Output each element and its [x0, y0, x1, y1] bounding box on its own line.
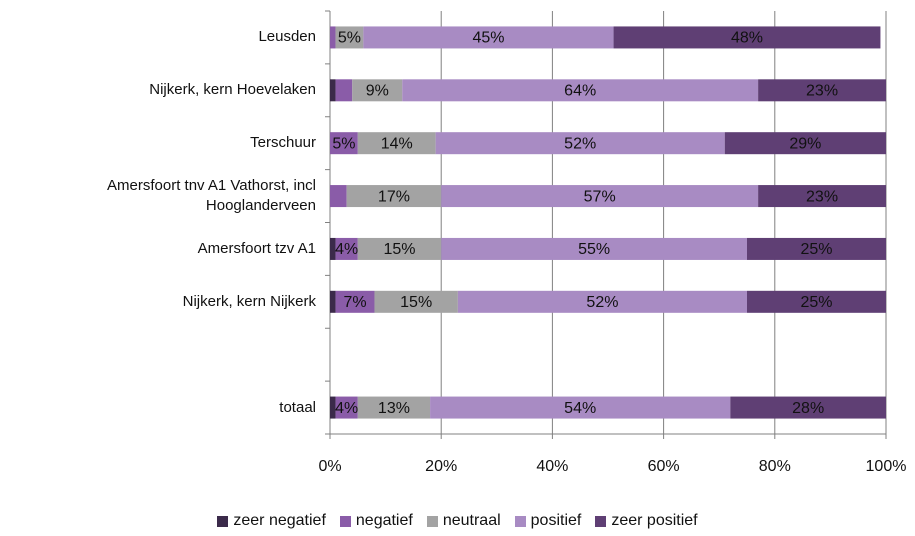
bar-segment: [357, 237, 442, 260]
bar-segment: [441, 185, 759, 208]
bar-segment: [724, 132, 886, 155]
bar-segment: [335, 396, 358, 419]
bar-segment: [346, 185, 442, 208]
y-tick-label: Amersfoort tnv A1 Vathorst, incl Hooglan…: [107, 177, 316, 215]
data-label: 64%: [564, 83, 596, 100]
data-label: 23%: [806, 188, 838, 205]
legend-item: zeer positief: [595, 512, 698, 530]
bar-segment: [335, 26, 364, 49]
data-label: 14%: [381, 135, 413, 152]
x-tick-label: 40%: [536, 458, 568, 475]
bar-segment: [730, 396, 886, 419]
bar-segment: [335, 79, 353, 102]
data-label: 48%: [731, 30, 763, 47]
bar-segment: [747, 290, 886, 313]
legend-swatch: [426, 515, 438, 527]
bar-segment: [352, 79, 403, 102]
y-tick-label: Nijkerk, kern Nijkerk: [182, 292, 316, 310]
legend-item: positief: [514, 512, 582, 530]
bar-segment: [330, 132, 358, 155]
bar-segment: [758, 185, 886, 208]
bar-segment: [330, 396, 336, 419]
data-label: 52%: [564, 135, 596, 152]
legend-label: negatief: [355, 512, 413, 529]
legend-swatch: [514, 515, 526, 527]
x-tick-label: 0%: [318, 458, 341, 475]
plot-area: 0% 20% 40% 60% 80% 100% 5% 45% 48% 9% 64% 23% 5% 14% 5…: [318, 10, 907, 475]
x-tick-label: 20%: [425, 458, 457, 475]
bar-segment: [758, 79, 886, 102]
bar-segment: [330, 79, 336, 102]
data-label: 7%: [343, 294, 366, 311]
y-tick-label: totaal: [279, 398, 316, 416]
bar-segment: [357, 396, 431, 419]
x-tick-label: 60%: [648, 458, 680, 475]
data-label: 15%: [383, 241, 415, 258]
data-label: 4%: [335, 400, 358, 417]
bar-segment: [330, 185, 347, 208]
data-label: 13%: [378, 400, 410, 417]
data-label: 15%: [400, 294, 432, 311]
bar-segment: [402, 79, 759, 102]
bar-segment: [374, 290, 458, 313]
bar-segment: [363, 26, 614, 49]
bar-segment: [435, 132, 725, 155]
legend-label: zeer negatief: [233, 512, 326, 529]
y-tick-label: Nijkerk, kern Hoevelaken: [149, 81, 316, 99]
bar-segment: [330, 237, 336, 260]
bar-segment: [613, 26, 881, 49]
legend-label: neutraal: [442, 512, 501, 529]
legend-label: positief: [530, 512, 582, 529]
x-tick-label: 80%: [759, 458, 791, 475]
data-label: 52%: [586, 294, 618, 311]
bar-segment: [457, 290, 747, 313]
data-label: 54%: [564, 400, 596, 417]
data-label: 25%: [800, 294, 832, 311]
legend: zeer negatief negatief neutraal positief zee…: [0, 512, 915, 530]
bar-segment: [335, 290, 375, 313]
legend-item: negatief: [339, 512, 413, 530]
data-label: 23%: [806, 83, 838, 100]
y-tick-label: Amersfoort tzv A1: [197, 239, 316, 257]
data-label: 55%: [578, 241, 610, 258]
legend-swatch: [217, 515, 229, 527]
data-label: 29%: [789, 135, 821, 152]
data-label: 4%: [335, 241, 358, 258]
bar-segment: [335, 237, 358, 260]
legend-item: zeer negatief: [217, 512, 326, 530]
legend-swatch: [595, 515, 607, 527]
data-label: 5%: [338, 30, 361, 47]
bar-segment: [441, 237, 747, 260]
y-tick-label: Leusden: [258, 28, 316, 46]
bar-segment: [330, 290, 336, 313]
data-label: 9%: [366, 83, 389, 100]
bar-segment: [430, 396, 731, 419]
y-tick-label: Terschuur: [250, 134, 316, 152]
data-label: 45%: [472, 30, 504, 47]
legend-swatch: [339, 515, 351, 527]
x-tick-label: 100%: [866, 458, 907, 475]
bar-segment: [747, 237, 886, 260]
bar-segment: [357, 132, 436, 155]
bar-segment: [330, 26, 336, 49]
legend-item: neutraal: [426, 512, 501, 530]
data-label: 28%: [792, 400, 824, 417]
data-label: 25%: [800, 241, 832, 258]
data-label: 17%: [378, 188, 410, 205]
data-label: 5%: [332, 135, 355, 152]
legend-label: zeer positief: [611, 512, 698, 529]
data-label: 57%: [584, 188, 616, 205]
